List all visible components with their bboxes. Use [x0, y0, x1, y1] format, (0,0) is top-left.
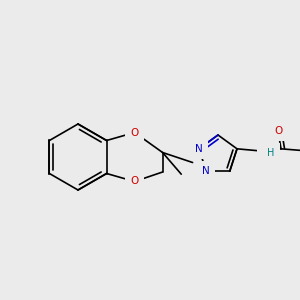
- Text: N: N: [262, 146, 270, 156]
- Text: O: O: [130, 128, 139, 137]
- Text: H: H: [267, 148, 275, 158]
- Text: O: O: [274, 126, 282, 136]
- Text: N: N: [195, 144, 203, 154]
- Text: O: O: [130, 176, 139, 187]
- Text: N: N: [202, 166, 210, 176]
